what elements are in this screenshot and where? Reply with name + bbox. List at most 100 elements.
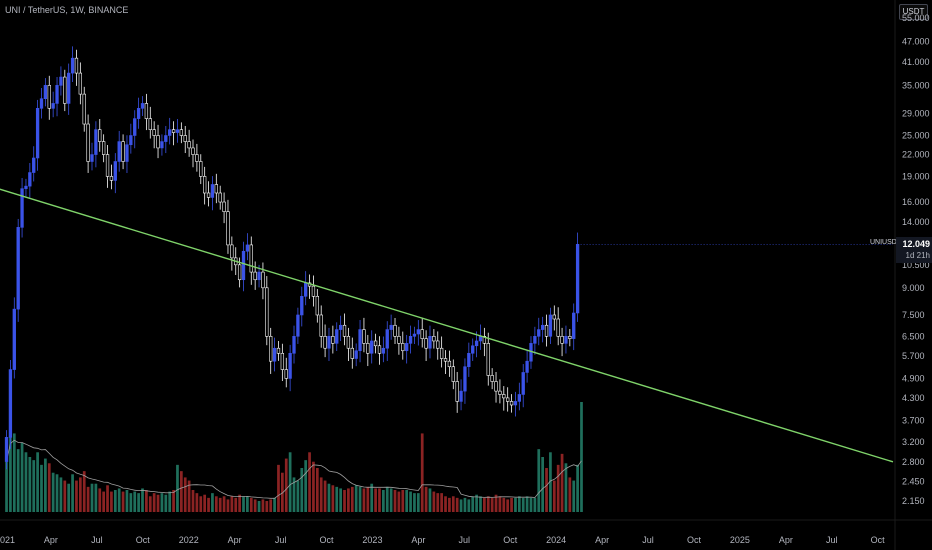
volume-bar <box>483 497 486 512</box>
candle-body <box>12 308 16 370</box>
candle-body <box>133 118 137 136</box>
candle-body <box>533 336 537 344</box>
volume-bar <box>459 499 463 512</box>
candle-body <box>389 324 393 330</box>
candle-body <box>199 161 203 177</box>
volume-bar <box>67 483 71 512</box>
volume-bar <box>106 485 109 512</box>
candle-body <box>168 129 172 136</box>
volume-bar <box>362 488 366 512</box>
volume-bar <box>249 497 253 512</box>
volume-bar <box>405 490 409 512</box>
candle-body <box>432 336 436 342</box>
volume-bar <box>382 490 385 512</box>
candle-body <box>63 76 67 104</box>
candle-body <box>327 336 331 349</box>
candle-body <box>416 329 420 335</box>
candle-body <box>117 141 121 162</box>
candle-body <box>121 141 125 162</box>
volume-bar <box>416 493 420 512</box>
candle-body <box>59 76 63 86</box>
currency-button[interactable]: USDT <box>899 4 928 20</box>
volume-bar <box>148 496 152 512</box>
candle-body <box>129 135 133 146</box>
volume-bar <box>560 453 564 512</box>
volume-bar <box>55 474 59 512</box>
volume-bar <box>203 494 207 512</box>
volume-bar <box>176 464 179 512</box>
volume-bar <box>354 485 358 512</box>
volume-bar <box>304 460 308 512</box>
candle-body <box>509 401 514 406</box>
volume-bar <box>20 442 24 512</box>
volume-bar <box>90 483 94 512</box>
price-tick-label: 22.000 <box>902 150 930 160</box>
candle-body <box>447 360 452 368</box>
price-tick-label: 16.000 <box>902 197 930 207</box>
candle-body <box>335 329 339 344</box>
volume-bar <box>191 490 195 512</box>
volume-bar <box>277 464 280 512</box>
candle-body <box>269 336 273 362</box>
volume-bar <box>486 496 490 512</box>
candle-body <box>366 343 370 354</box>
candle-body <box>113 161 117 181</box>
candle-body <box>474 340 479 347</box>
volume-bar <box>467 499 471 512</box>
volume-layer <box>5 402 583 512</box>
volume-bar <box>110 491 113 512</box>
volume-bar <box>218 497 222 512</box>
candle-body <box>300 296 304 316</box>
volume-bar <box>288 452 292 512</box>
price-tick-label: 9.000 <box>902 283 925 293</box>
candle-body <box>459 390 463 402</box>
volume-bar <box>207 497 210 512</box>
volume-bar <box>40 464 43 512</box>
candle-body <box>288 352 292 379</box>
candle-body <box>140 103 145 109</box>
volume-bar <box>475 494 478 512</box>
candle-body <box>420 329 424 339</box>
volume-bar <box>172 490 175 512</box>
volume-bar <box>413 493 416 512</box>
volume-bar <box>514 497 517 512</box>
trendline <box>0 188 894 463</box>
volume-bar <box>16 449 20 512</box>
candle-body <box>494 381 498 392</box>
candle-body <box>226 211 230 246</box>
candle-body <box>572 312 576 339</box>
candle-body <box>187 141 191 149</box>
volume-bar <box>343 490 346 512</box>
time-tick-label: Apr <box>411 535 425 545</box>
volume-bar <box>541 457 545 512</box>
candle-body <box>552 314 556 320</box>
candle-body <box>195 154 199 162</box>
candle-body <box>385 329 389 349</box>
volume-bar <box>537 449 541 512</box>
volume-bar <box>350 486 354 512</box>
candle-body <box>451 366 455 382</box>
volume-bar <box>498 496 502 512</box>
volume-bar <box>424 486 428 512</box>
volume-bar <box>378 488 381 512</box>
volume-bar <box>529 497 533 512</box>
time-tick-label: 2024 <box>546 535 566 545</box>
volume-bar <box>230 496 234 512</box>
volume-bar <box>238 494 241 512</box>
volume-bar <box>572 480 576 512</box>
trendline-layer <box>0 188 894 463</box>
volume-bar <box>556 464 560 512</box>
time-tick-label: Jul <box>642 535 654 545</box>
volume-bar <box>82 471 86 512</box>
price-tick-label: 3.700 <box>902 415 925 425</box>
candle-body <box>338 324 343 330</box>
volume-bar <box>265 501 269 512</box>
price-tick-label: 2.800 <box>902 457 925 467</box>
volume-bar <box>506 499 510 512</box>
candle-body <box>370 340 374 354</box>
volume-bar <box>576 464 579 512</box>
volume-bar <box>312 461 315 512</box>
volume-bar <box>292 477 296 512</box>
volume-bar <box>47 463 51 512</box>
